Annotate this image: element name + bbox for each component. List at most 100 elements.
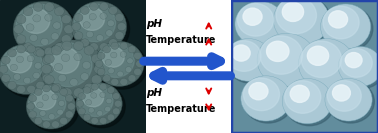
Circle shape — [54, 43, 64, 52]
Circle shape — [74, 53, 82, 61]
Circle shape — [259, 35, 318, 88]
Circle shape — [41, 65, 52, 74]
Circle shape — [225, 39, 272, 81]
Circle shape — [45, 14, 53, 21]
Circle shape — [23, 77, 31, 84]
Circle shape — [110, 52, 117, 58]
Circle shape — [298, 39, 355, 89]
Circle shape — [51, 46, 62, 55]
Circle shape — [341, 49, 372, 77]
Circle shape — [108, 68, 115, 74]
Circle shape — [16, 4, 62, 46]
Circle shape — [107, 20, 115, 26]
Circle shape — [90, 43, 98, 51]
Circle shape — [27, 45, 36, 53]
Circle shape — [51, 33, 59, 40]
Circle shape — [14, 25, 23, 34]
Circle shape — [120, 78, 128, 86]
Circle shape — [290, 85, 309, 102]
Circle shape — [100, 92, 106, 98]
Circle shape — [327, 81, 361, 111]
Circle shape — [227, 41, 274, 83]
Circle shape — [107, 87, 115, 93]
Circle shape — [34, 88, 42, 95]
Circle shape — [29, 95, 37, 102]
Circle shape — [36, 49, 45, 57]
Circle shape — [125, 67, 132, 72]
Circle shape — [112, 93, 120, 100]
Circle shape — [34, 117, 42, 124]
Circle shape — [260, 36, 302, 74]
Circle shape — [345, 53, 362, 68]
Circle shape — [65, 95, 73, 102]
Circle shape — [70, 78, 78, 86]
Circle shape — [97, 111, 103, 116]
Circle shape — [2, 74, 10, 82]
Circle shape — [58, 74, 67, 82]
Circle shape — [23, 7, 33, 16]
Text: Temperature: Temperature — [146, 35, 216, 45]
Circle shape — [103, 46, 111, 53]
Circle shape — [114, 100, 122, 107]
Circle shape — [106, 30, 113, 36]
Circle shape — [27, 55, 34, 62]
Circle shape — [94, 65, 104, 74]
Circle shape — [2, 56, 10, 64]
Circle shape — [323, 6, 359, 39]
Circle shape — [52, 94, 58, 100]
Circle shape — [22, 8, 50, 34]
Circle shape — [74, 4, 116, 42]
Circle shape — [36, 81, 45, 89]
Circle shape — [16, 56, 23, 63]
Circle shape — [91, 93, 97, 98]
Circle shape — [81, 73, 89, 80]
Circle shape — [237, 3, 287, 49]
Circle shape — [301, 41, 356, 91]
Circle shape — [102, 47, 124, 67]
Circle shape — [90, 2, 98, 11]
Circle shape — [78, 108, 85, 115]
Circle shape — [65, 111, 73, 118]
Circle shape — [84, 46, 94, 55]
Circle shape — [94, 41, 144, 86]
Circle shape — [10, 64, 17, 71]
Circle shape — [83, 114, 91, 121]
Circle shape — [120, 42, 128, 49]
Circle shape — [91, 54, 102, 63]
Circle shape — [83, 88, 104, 107]
Circle shape — [134, 68, 142, 76]
Circle shape — [51, 83, 62, 93]
Circle shape — [40, 110, 46, 116]
Circle shape — [29, 86, 79, 132]
Circle shape — [88, 107, 94, 113]
Text: Temperature: Temperature — [146, 104, 216, 114]
Circle shape — [54, 7, 64, 16]
Circle shape — [64, 25, 74, 34]
Circle shape — [51, 121, 59, 128]
Circle shape — [17, 85, 26, 93]
Circle shape — [111, 42, 119, 49]
Circle shape — [67, 103, 75, 110]
Circle shape — [107, 114, 115, 121]
Circle shape — [74, 14, 83, 22]
Circle shape — [276, 0, 316, 34]
Circle shape — [86, 31, 93, 38]
Circle shape — [249, 83, 268, 100]
Text: pH: pH — [146, 88, 162, 98]
Circle shape — [60, 88, 68, 95]
Circle shape — [301, 41, 342, 78]
Circle shape — [243, 8, 262, 25]
Circle shape — [44, 43, 92, 87]
Circle shape — [17, 45, 26, 53]
Circle shape — [237, 4, 274, 36]
Circle shape — [76, 82, 122, 125]
Circle shape — [34, 89, 56, 110]
Circle shape — [62, 41, 72, 50]
Circle shape — [84, 83, 94, 93]
Circle shape — [60, 117, 68, 124]
Circle shape — [8, 49, 17, 57]
Circle shape — [80, 8, 104, 30]
Circle shape — [120, 51, 127, 57]
Circle shape — [338, 47, 378, 86]
Circle shape — [241, 76, 291, 121]
